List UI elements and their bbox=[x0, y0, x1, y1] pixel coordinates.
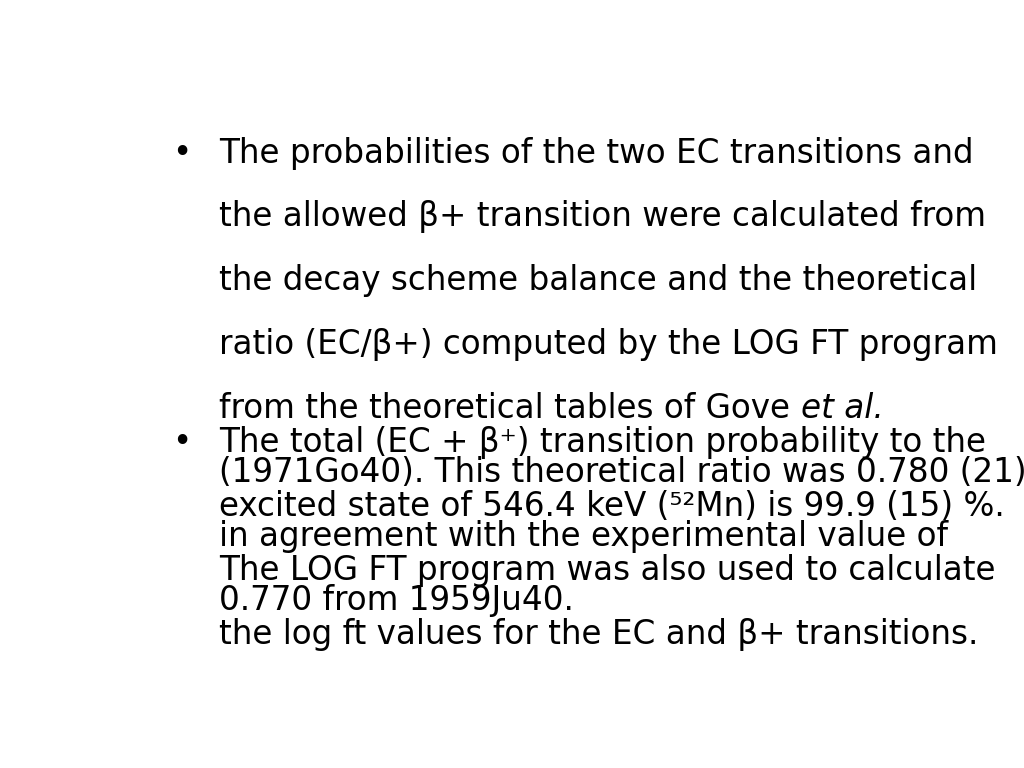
Text: The LOG FT program was also used to calculate: The LOG FT program was also used to calc… bbox=[219, 554, 995, 587]
Text: (1971Go40). This theoretical ratio was 0.780 (21),: (1971Go40). This theoretical ratio was 0… bbox=[219, 456, 1024, 489]
Text: •: • bbox=[172, 137, 190, 170]
Text: ratio (EC/β+) computed by the LOG FT program: ratio (EC/β+) computed by the LOG FT pro… bbox=[219, 328, 998, 361]
Text: the allowed β+ transition were calculated from: the allowed β+ transition were calculate… bbox=[219, 200, 986, 233]
Text: et al.: et al. bbox=[801, 392, 884, 425]
Text: the log ft values for the EC and β+ transitions.: the log ft values for the EC and β+ tran… bbox=[219, 618, 979, 650]
Text: 0.770 from 1959Ju40.: 0.770 from 1959Ju40. bbox=[219, 584, 574, 617]
Text: in agreement with the experimental value of: in agreement with the experimental value… bbox=[219, 520, 948, 553]
Text: The probabilities of the two EC transitions and: The probabilities of the two EC transiti… bbox=[219, 137, 974, 170]
Text: the decay scheme balance and the theoretical: the decay scheme balance and the theoret… bbox=[219, 264, 977, 297]
Text: excited state of 546.4 keV (⁵²Mn) is 99.9 (15) %.: excited state of 546.4 keV (⁵²Mn) is 99.… bbox=[219, 490, 1005, 523]
Text: from the theoretical tables of Gove: from the theoretical tables of Gove bbox=[219, 392, 801, 425]
Text: •: • bbox=[172, 426, 190, 459]
Text: The total (EC + β⁺) transition probability to the: The total (EC + β⁺) transition probabili… bbox=[219, 426, 986, 459]
